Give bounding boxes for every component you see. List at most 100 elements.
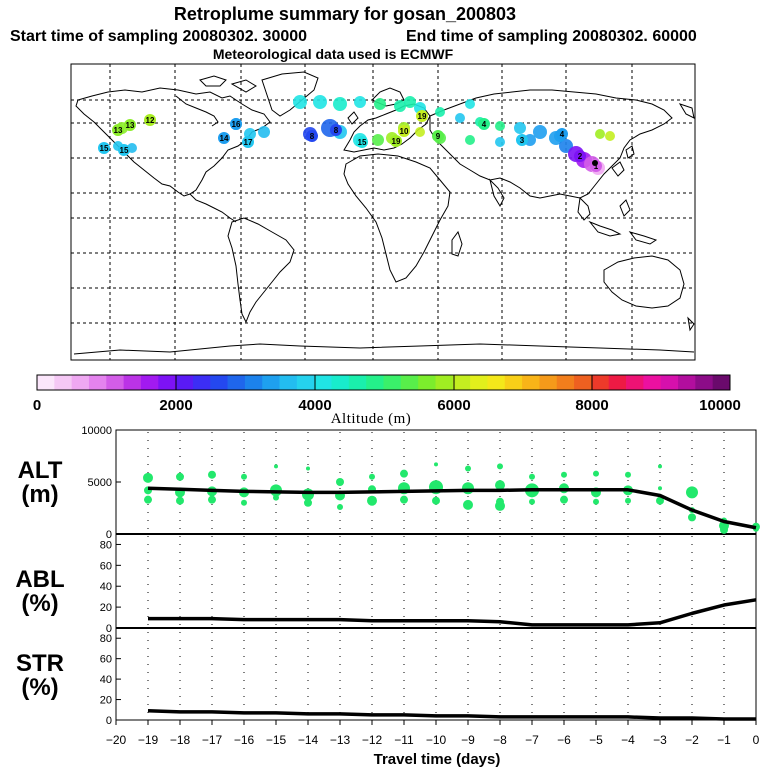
plume-blob	[495, 137, 505, 147]
xtick-label: 0	[753, 733, 760, 747]
plume-day-label: 15	[100, 144, 109, 153]
alt-point	[400, 495, 408, 504]
colorbar-tick-0: 0	[33, 397, 41, 414]
str-ytick-label: 60	[100, 654, 112, 666]
str-ytick-label: 0	[106, 715, 112, 727]
colorbar-cell	[279, 375, 298, 390]
plume-day-label: 19	[392, 137, 401, 146]
alt-point	[241, 473, 247, 480]
alt-point	[625, 497, 631, 504]
plume-day-marker	[398, 125, 410, 137]
plume-blob	[258, 126, 270, 138]
alt-point	[529, 498, 535, 505]
alt-point	[465, 465, 471, 472]
xtick-label: −9	[461, 733, 475, 747]
colorbar-cell	[487, 375, 506, 390]
alt-point	[274, 464, 278, 469]
colorbar-cell	[227, 375, 246, 390]
colorbar-dividers	[175, 375, 593, 390]
alt-point	[143, 472, 153, 483]
alt-point	[720, 525, 728, 534]
xtick-label: −1	[717, 733, 731, 747]
alt-point	[336, 478, 344, 486]
str-panel-unit: (%)	[21, 674, 58, 701]
plume-day-label: 10	[400, 127, 409, 136]
colorbar-cell	[591, 375, 610, 390]
alt-point	[208, 470, 216, 479]
plume-day-marker	[98, 142, 110, 154]
plume-blob	[415, 127, 425, 137]
colorbar-cell	[71, 375, 90, 390]
x-axis-ticks: −20 −19 −18 −17 −16 −15 −14 −13 −12 −11 −10 −9 −8 −7−…	[106, 720, 760, 747]
colorbar-cell	[400, 375, 419, 390]
colorbar-cell	[556, 375, 575, 390]
plume-day-marker	[516, 134, 528, 146]
abl-panel-name: ABL	[15, 566, 64, 593]
colorbar-frame	[36, 374, 731, 391]
plume-blob	[435, 107, 445, 117]
alt-point	[302, 488, 314, 501]
alt-ytick-label: 10000	[81, 425, 112, 437]
colorbar-cell	[123, 375, 142, 390]
alt-point	[658, 464, 662, 469]
abl-ytick-label: 0	[106, 623, 112, 635]
alt-point	[529, 473, 535, 480]
alt-point	[560, 495, 568, 504]
colorbar-cells	[37, 375, 731, 390]
xtick-label: −18	[170, 733, 191, 747]
str-ytick-label: 40	[100, 674, 112, 686]
colorbar-cell	[539, 375, 558, 390]
plume-blob	[455, 113, 465, 123]
str-ytick-label: 20	[100, 695, 112, 707]
str-panel-frame	[115, 627, 757, 721]
colorbar-cell	[192, 375, 211, 390]
colorbar-tick-5: 10000	[699, 397, 741, 414]
plume-day-marker	[124, 119, 136, 131]
abl-ytick-label: 60	[100, 560, 112, 572]
alt-point	[176, 472, 184, 481]
alt-point	[400, 469, 408, 478]
xtick-label: −17	[202, 733, 223, 747]
plume-day-label: 12	[146, 116, 155, 125]
colorbar-cell	[37, 375, 55, 390]
alt-point	[432, 496, 440, 505]
colorbar-tick-4: 8000	[575, 397, 608, 414]
xtick-label: −8	[493, 733, 507, 747]
plume-day-marker	[306, 130, 318, 142]
plume-day-marker	[356, 136, 368, 148]
alt-mean-line	[147, 486, 757, 530]
alt-point	[495, 480, 505, 491]
str-panel-name: STR	[16, 650, 64, 677]
xtick-label: −19	[138, 733, 159, 747]
plume-blob	[293, 95, 307, 109]
xtick-label: −6	[557, 733, 571, 747]
colorbar-cell	[366, 375, 384, 390]
xtick-label: −14	[298, 733, 319, 747]
xtick-label: −12	[362, 733, 383, 747]
plume-day-label: 1	[594, 162, 599, 171]
colorbar: 0 2000 4000 6000 8000 10000 Altitude (m)	[33, 374, 741, 427]
alt-point	[593, 470, 599, 477]
str-line	[147, 709, 756, 721]
alt-point	[241, 499, 247, 506]
chart-title: Retroplume summary for gosan_200803	[174, 4, 516, 24]
plume-blob	[514, 122, 526, 134]
series-lines	[147, 486, 757, 721]
colorbar-label: Altitude (m)	[331, 411, 412, 427]
alt-point	[593, 498, 599, 505]
plume-day-label: 9	[436, 132, 441, 141]
plume-day-label: 14	[220, 134, 229, 143]
plume-blob	[495, 121, 505, 131]
colorbar-cell	[678, 375, 696, 390]
xtick-label: −20	[106, 733, 127, 747]
colorbar-cell	[522, 375, 540, 390]
plume-blob	[465, 135, 475, 145]
plume-blob	[595, 129, 605, 139]
alt-point	[462, 482, 474, 495]
alt-point	[686, 486, 698, 499]
end-time-label: End time of sampling 20080302. 60000	[406, 28, 697, 45]
alt-point	[306, 466, 310, 471]
